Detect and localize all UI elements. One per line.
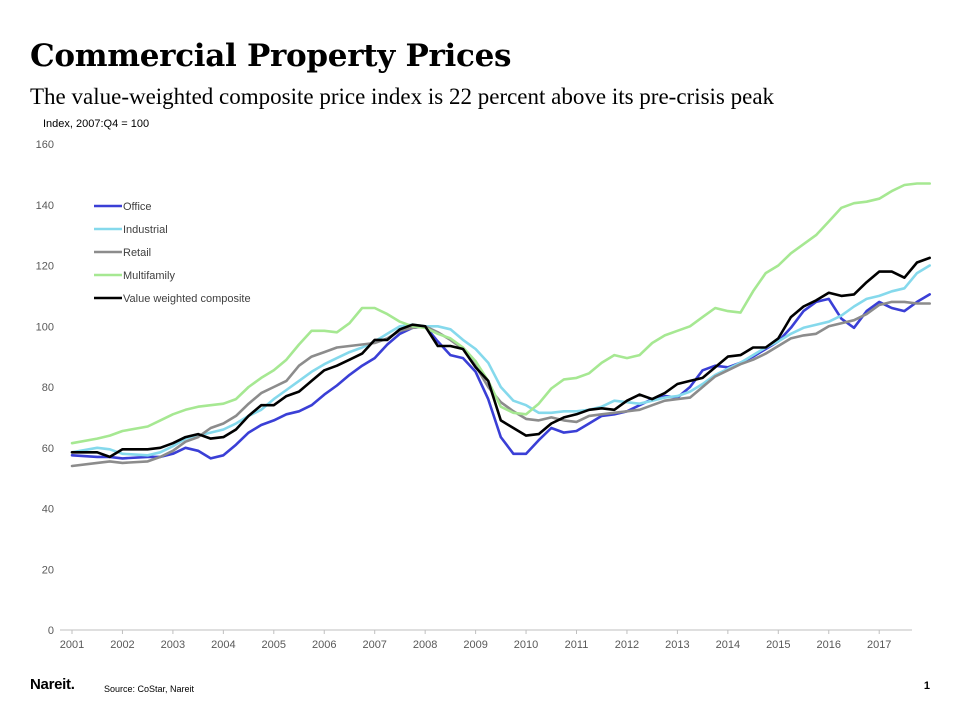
y-tick-label: 120 — [36, 261, 54, 273]
series-line-value-weighted-composite — [70, 256, 931, 459]
page-number: 1 — [923, 680, 930, 692]
x-tick-label: 2017 — [867, 639, 891, 651]
x-tick-label: 2008 — [413, 639, 437, 651]
y-tick-label: 60 — [42, 443, 54, 455]
y-tick-label: 160 — [36, 139, 54, 151]
y-tick-label: 80 — [42, 382, 54, 394]
x-tick-label: 2002 — [110, 639, 134, 651]
nareit-logo: Nareit. — [30, 676, 75, 693]
y-tick-label: 0 — [48, 625, 54, 637]
page-title: Commercial Property Prices — [30, 38, 512, 74]
legend-label-retail: Retail — [123, 247, 151, 259]
x-tick-label: 2005 — [262, 639, 286, 651]
x-tick-label: 2014 — [716, 639, 740, 651]
legend-label-office: Office — [123, 201, 152, 213]
legend-label-value-weighted-composite: Value weighted composite — [123, 293, 251, 305]
x-tick-label: 2013 — [665, 639, 689, 651]
x-tick-label: 2015 — [766, 639, 790, 651]
x-tick-label: 2006 — [312, 639, 336, 651]
legend-label-industrial: Industrial — [123, 224, 168, 236]
x-tick-label: 2001 — [60, 639, 84, 651]
x-tick-label: 2012 — [615, 639, 639, 651]
series-line-retail — [70, 300, 931, 468]
y-tick-label: 40 — [42, 504, 54, 516]
source-note: Source: CoStar, Nareit — [104, 684, 195, 694]
x-tick-label: 2007 — [362, 639, 386, 651]
y-tick-label: 100 — [36, 321, 54, 333]
legend-label-multifamily: Multifamily — [123, 270, 175, 282]
x-tick-label: 2004 — [211, 639, 235, 651]
series-line-industrial — [70, 264, 931, 457]
series-line-multifamily — [70, 182, 931, 445]
page-subtitle: The value-weighted composite price index… — [30, 84, 775, 109]
x-tick-label: 2016 — [817, 639, 841, 651]
y-tick-label: 20 — [42, 564, 54, 576]
x-tick-label: 2009 — [463, 639, 487, 651]
x-tick-label: 2010 — [514, 639, 538, 651]
x-tick-label: 2011 — [565, 639, 589, 651]
y-axis-unit-label: Index, 2007:Q4 = 100 — [43, 118, 150, 130]
y-tick-label: 140 — [36, 200, 54, 212]
series-line-office — [70, 293, 931, 460]
x-tick-label: 2003 — [161, 639, 185, 651]
